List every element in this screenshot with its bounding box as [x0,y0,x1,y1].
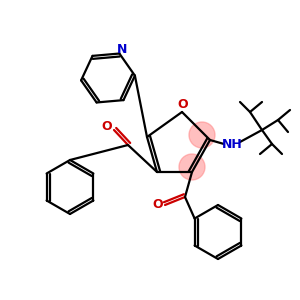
Text: NH: NH [222,137,242,151]
Circle shape [179,154,205,180]
Text: O: O [153,197,163,211]
Text: N: N [117,43,128,56]
Text: O: O [102,121,112,134]
Circle shape [189,122,215,148]
Text: O: O [178,98,188,112]
